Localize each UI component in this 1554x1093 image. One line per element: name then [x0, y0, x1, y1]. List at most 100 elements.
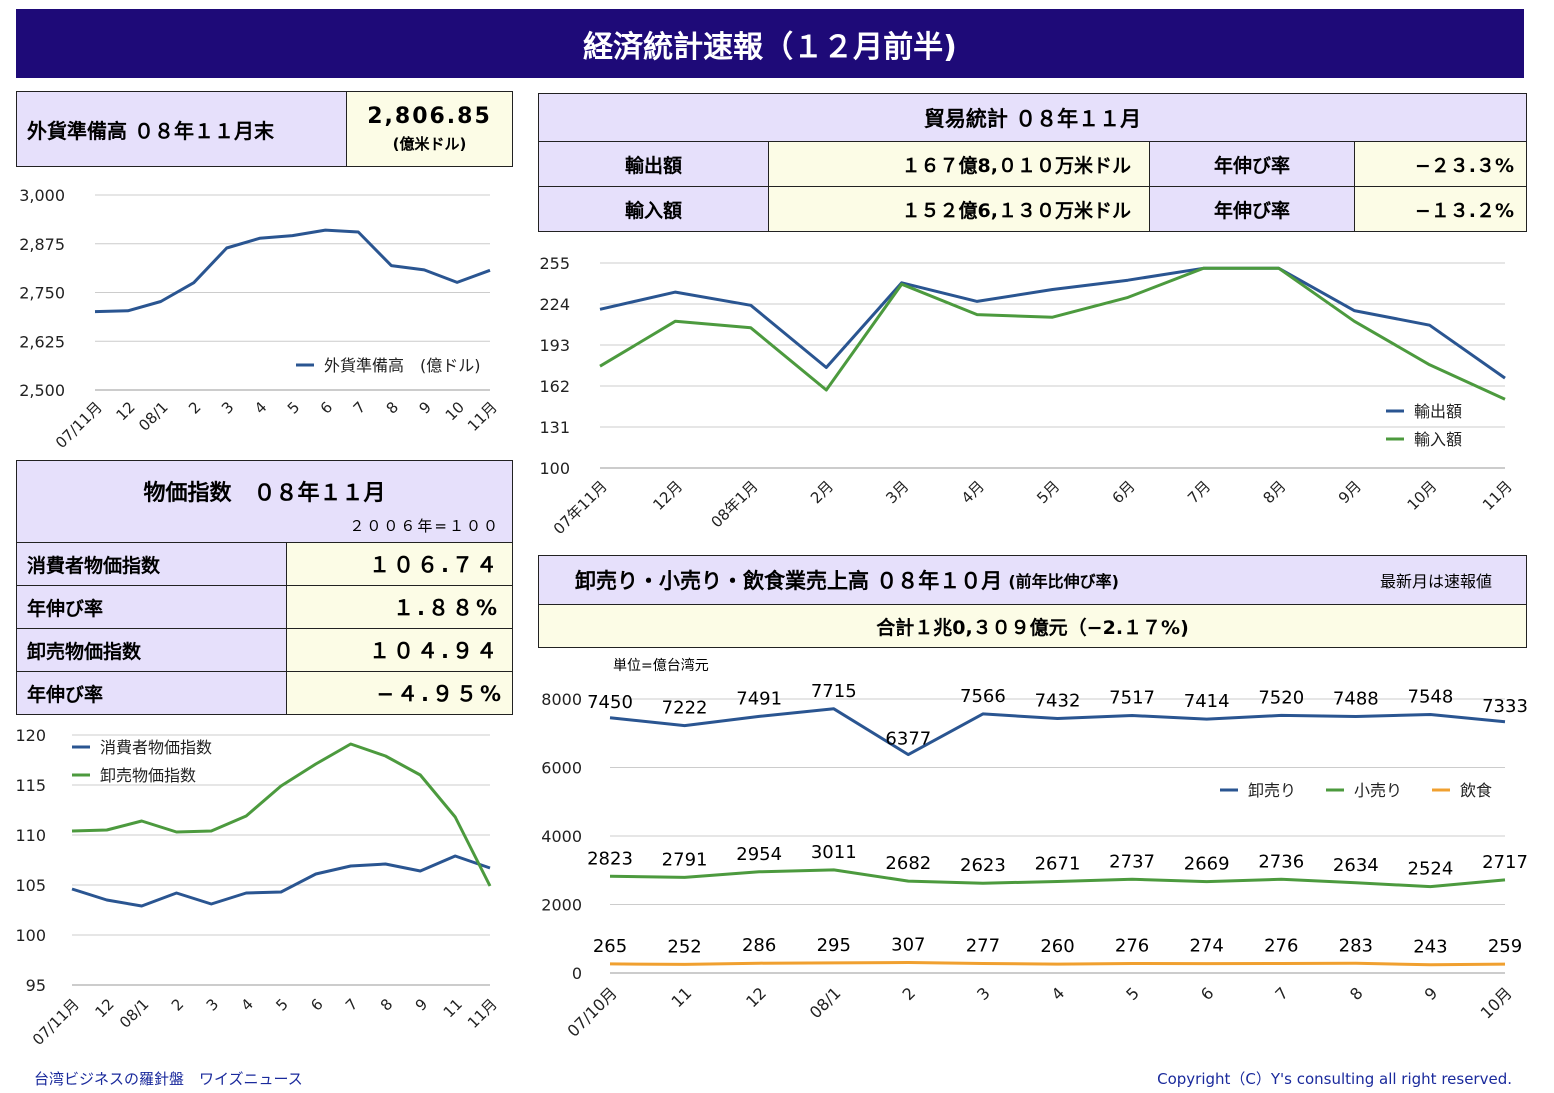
x-tick-label: 10月 [1477, 983, 1516, 1022]
data-label: 7566 [960, 686, 1006, 707]
legend-label: 卸売り [1248, 781, 1296, 800]
x-tick-label: 8 [383, 398, 402, 417]
x-tick-label: 9 [416, 398, 435, 417]
x-tick-label: 4 [1048, 983, 1069, 1004]
y-tick-label: 3,000 [19, 186, 65, 205]
trade-import-rate-text: −１３.２% [1414, 199, 1514, 222]
y-tick-label: 6000 [541, 759, 582, 778]
sales-title-note: (前年比伸び率) [1008, 572, 1119, 591]
trade-title: 貿易統計 ０８年１１月 [538, 93, 1527, 142]
price-title: 物価指数 ０８年１１月 [143, 481, 386, 506]
data-label: 2736 [1258, 851, 1304, 872]
cpi-value-text: １０６.７４ [369, 553, 500, 577]
data-label: 6377 [885, 729, 931, 750]
x-tick-label: 4 [238, 995, 257, 1014]
series-line [71, 742, 492, 887]
data-label: 7517 [1109, 688, 1155, 709]
legend-label: 飲食 [1460, 781, 1492, 800]
x-tick-label: 11 [440, 995, 466, 1021]
x-tick-label: 8 [377, 995, 396, 1014]
wpi-value: １０４.９４ [286, 628, 513, 672]
x-tick-label: 11月 [464, 995, 501, 1032]
data-label: 2634 [1333, 855, 1379, 876]
legend-label: 外貨準備高 (億ドル) [324, 356, 481, 375]
legend-label: 輸入額 [1414, 430, 1462, 449]
x-tick-label: 3月 [882, 477, 912, 507]
data-label: 259 [1488, 936, 1522, 957]
data-label: 7548 [1408, 686, 1454, 707]
x-tick-label: 12 [113, 398, 139, 424]
data-label: 2791 [662, 849, 708, 870]
trade-export-label: 輸出額 [538, 141, 769, 187]
cpi-label-text: 消費者物価指数 [27, 554, 161, 577]
series-line [609, 868, 1506, 889]
x-tick-label: 10月 [1404, 477, 1441, 514]
price-base: ２００６年=１００ [349, 517, 500, 535]
data-label: 2717 [1482, 852, 1528, 873]
series-line [609, 707, 1506, 757]
trade-export-rate-label: 年伸び率 [1149, 141, 1355, 187]
trade-import-label-text: 輸入額 [624, 199, 682, 222]
x-tick-label: 6 [307, 995, 326, 1014]
x-tick-label: 12 [742, 983, 770, 1011]
trade-export-rate-text: −２３.３% [1414, 154, 1514, 177]
x-tick-label: 2 [899, 983, 920, 1004]
data-label: 7520 [1258, 687, 1304, 708]
trade-import-rate-label: 年伸び率 [1149, 186, 1355, 232]
x-tick-label: 9 [412, 995, 431, 1014]
wpi-rate-label: 年伸び率 [16, 671, 287, 715]
wpi-label: 卸売物価指数 [16, 628, 287, 672]
data-label: 2737 [1109, 851, 1155, 872]
trade-export-value-text: １６７億8,０１０万米ドル [901, 154, 1131, 177]
trade-export-rate: −２３.３% [1354, 141, 1527, 187]
x-tick-label: 7月 [1184, 477, 1214, 507]
data-label: 307 [891, 934, 925, 955]
data-label: 260 [1040, 936, 1074, 957]
x-tick-label: 3 [218, 398, 237, 417]
y-tick-label: 2,875 [19, 235, 65, 254]
x-tick-label: 2月 [807, 477, 837, 507]
x-tick-label: 9月 [1335, 477, 1365, 507]
sales-chart: 0 2000 4000 6000 8000 07/10月 11 12 08/1 2 3 4 5 6 7 8 9 1… [541, 681, 1528, 1041]
data-label: 295 [817, 935, 851, 956]
x-tick-label: 11 [668, 983, 696, 1011]
data-label: 7715 [811, 681, 857, 702]
x-tick-label: 07/10月 [563, 983, 620, 1040]
legend-label: 消費者物価指数 [100, 738, 212, 757]
data-label: 2524 [1408, 859, 1454, 880]
data-label: 2671 [1035, 854, 1081, 875]
y-tick-label: 255 [539, 254, 570, 273]
trade-chart: 100 131 162 193 224 255 07年11月 12月 08年1月 2月 3月 4月 5月… [539, 254, 1515, 538]
x-tick-label: 5 [284, 398, 303, 417]
data-label: 243 [1413, 937, 1447, 958]
y-tick-label: 2,750 [19, 284, 65, 303]
fx-value: 2,806.85 [367, 104, 492, 129]
y-tick-label: 100 [539, 459, 570, 478]
y-tick-label: 115 [15, 776, 46, 795]
x-tick-label: 07/11月 [29, 995, 83, 1049]
x-tick-label: 5 [1122, 983, 1143, 1004]
x-tick-label: 5月 [1033, 477, 1063, 507]
footer-left: 台湾ビジネスの羅針盤 ワイズニュース [34, 1070, 303, 1088]
data-label: 274 [1189, 936, 1223, 957]
price-title-box: 物価指数 ０８年１１月 ２００６年=１００ [16, 460, 513, 543]
y-tick-label: 120 [15, 726, 46, 745]
x-tick-label: 4 [251, 398, 270, 417]
x-tick-label: 3 [203, 995, 222, 1014]
x-tick-label: 3 [973, 983, 994, 1004]
legend-label: 卸売物価指数 [100, 766, 196, 785]
wpi-rate-label-text: 年伸び率 [27, 683, 104, 706]
x-tick-label: 08/1 [135, 398, 172, 435]
x-tick-label: 7 [1271, 983, 1292, 1004]
data-label: 276 [1115, 936, 1149, 957]
fx-label: 外貨準備高 ０８年１１月末 [16, 91, 347, 167]
trade-import-value-text: １５２億6,１３０万米ドル [901, 199, 1131, 222]
data-label: 277 [966, 936, 1000, 957]
data-label: 7488 [1333, 689, 1379, 710]
x-tick-label: 08/1 [116, 995, 153, 1032]
sales-total: 合計１兆0,３０９億元（−2.１７%) [538, 604, 1527, 648]
data-label: 252 [667, 936, 701, 957]
cpi-rate: １.８８% [286, 585, 513, 629]
legend-label: 輸出額 [1414, 402, 1462, 421]
